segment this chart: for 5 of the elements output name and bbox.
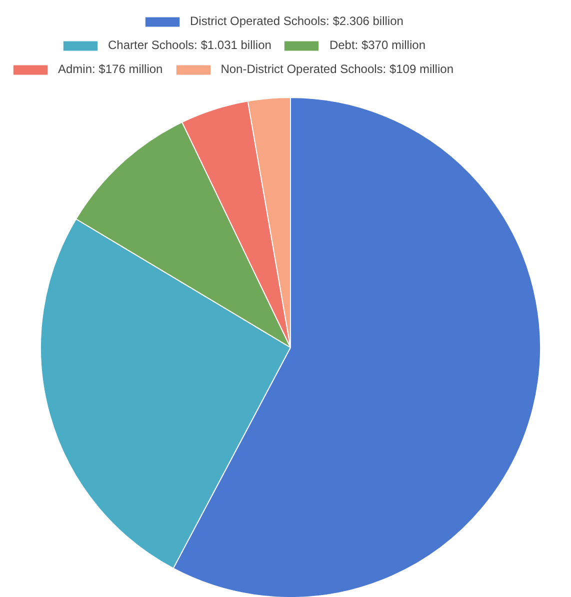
legend-label: District Operated Schools: $2.306 billion — [190, 14, 404, 28]
legend-label: Non-District Operated Schools: $109 million — [220, 62, 454, 76]
legend-label: Debt: $370 million — [329, 38, 426, 52]
legend-label: Admin: $176 million — [58, 62, 163, 76]
legend-label: Charter Schools: $1.031 billion — [108, 38, 272, 52]
